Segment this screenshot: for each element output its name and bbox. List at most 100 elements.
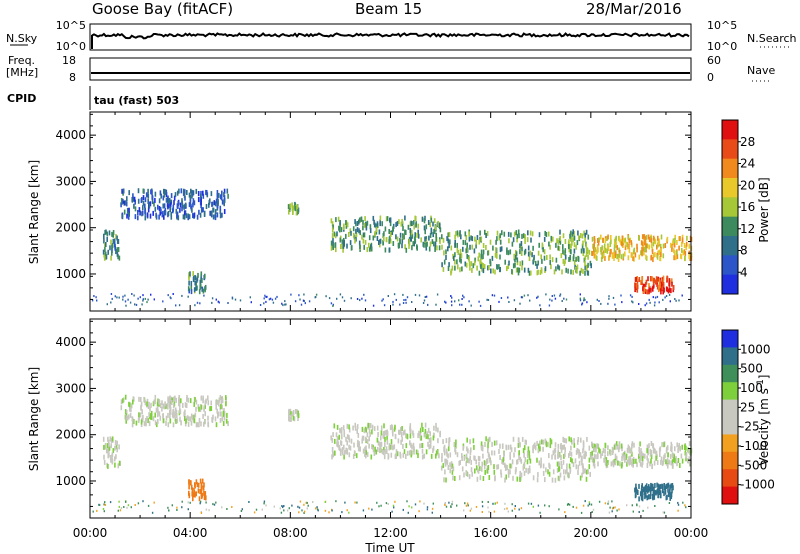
- vel-cell: [449, 452, 452, 458]
- vel-speckle: [507, 510, 509, 513]
- vel-cell: [476, 467, 479, 473]
- power-cell: [634, 252, 637, 258]
- vel-speckle: [317, 509, 319, 512]
- vel-cell: [446, 451, 448, 457]
- vel-cell: [647, 458, 649, 464]
- power-cell: [523, 267, 526, 273]
- power-cell: [592, 243, 594, 249]
- power-cell: [395, 222, 397, 228]
- power-cell: [572, 256, 575, 262]
- freq-tick-top: 18: [62, 54, 76, 67]
- power-cell: [531, 231, 534, 237]
- vel-speckle: [215, 501, 217, 504]
- vel-cell: [540, 439, 543, 445]
- power-cell: [660, 289, 662, 295]
- power-cell: [154, 191, 157, 197]
- vel-cell: [537, 443, 540, 449]
- power-speckle: [227, 302, 229, 304]
- power-cell: [157, 204, 159, 210]
- power-cell: [183, 214, 186, 220]
- power-cell: [586, 270, 589, 276]
- colorbar-swatch: [722, 158, 738, 179]
- power-speckle: [631, 300, 633, 303]
- vel-cell: [577, 464, 580, 470]
- power-cell: [618, 252, 621, 258]
- vel-cell: [642, 453, 645, 459]
- vel-cell: [509, 469, 511, 475]
- power-cell: [650, 243, 653, 249]
- vel-cell: [348, 424, 350, 430]
- power-cell: [570, 243, 572, 249]
- vel-speckle: [662, 511, 664, 514]
- power-speckle: [648, 298, 650, 301]
- vel-cell: [373, 451, 376, 456]
- power-cell: [537, 260, 539, 266]
- vel-cell: [554, 442, 557, 448]
- power-cell: [496, 236, 498, 242]
- vel-cell: [197, 482, 200, 488]
- vel-cell: [409, 449, 412, 455]
- vel-speckle: [303, 503, 305, 506]
- vel-cell: [131, 422, 134, 428]
- vel-cell: [355, 453, 358, 459]
- power-speckle: [341, 296, 344, 299]
- vel-cell: [469, 455, 471, 461]
- vel-cell: [176, 413, 178, 419]
- vel-cell: [688, 459, 691, 465]
- power-cell: [544, 266, 547, 272]
- vel-cell: [652, 483, 654, 489]
- vel-speckle: [423, 502, 425, 505]
- power-cell: [506, 249, 508, 255]
- vel-cell: [658, 490, 661, 495]
- power-cell: [662, 289, 664, 295]
- vel-cell: [193, 414, 195, 420]
- vel-cell: [179, 416, 181, 422]
- power-speckle: [211, 297, 214, 300]
- power-speckle: [403, 299, 405, 301]
- power-cell: [538, 242, 540, 248]
- vel-cell: [402, 430, 405, 436]
- power-cell: [432, 232, 434, 238]
- vel-cell: [115, 454, 117, 460]
- vel-cell: [200, 491, 203, 497]
- power-cell: [192, 277, 195, 283]
- vel-cell: [350, 438, 353, 444]
- vel-cell: [562, 459, 565, 465]
- vel-speckle: [677, 503, 680, 506]
- vel-cell: [122, 397, 125, 403]
- power-cell: [140, 198, 143, 203]
- vel-speckle: [147, 504, 150, 507]
- power-cell: [513, 253, 515, 259]
- vel-speckle: [123, 506, 125, 508]
- power-speckle: [263, 297, 265, 300]
- power-cell: [499, 233, 501, 239]
- power-cell: [404, 229, 406, 235]
- vel-cell: [663, 491, 665, 497]
- vel-cell: [509, 444, 512, 450]
- power-speckle: [194, 304, 196, 307]
- power-speckle: [678, 299, 680, 302]
- vel-speckle: [408, 505, 410, 508]
- vel-speckle: [298, 511, 300, 514]
- vel-cell: [373, 426, 376, 432]
- power-cell: [512, 263, 515, 269]
- power-cell: [366, 247, 369, 253]
- power-cell: [417, 223, 419, 229]
- power-cell: [479, 236, 481, 242]
- power-cell: [575, 244, 577, 250]
- power-cell: [540, 254, 542, 260]
- power-cell: [423, 242, 425, 248]
- power-cell: [132, 193, 134, 199]
- power-cell: [196, 277, 198, 283]
- vel-cell: [114, 440, 117, 445]
- power-cell: [103, 233, 105, 239]
- power-cell: [141, 211, 143, 217]
- power-cell: [656, 244, 658, 250]
- power-cell: [345, 233, 347, 239]
- vel-cell: [346, 440, 348, 446]
- power-cell: [668, 278, 671, 284]
- power-cell: [375, 227, 378, 233]
- power-cell: [576, 264, 579, 270]
- vel-cell: [563, 444, 566, 450]
